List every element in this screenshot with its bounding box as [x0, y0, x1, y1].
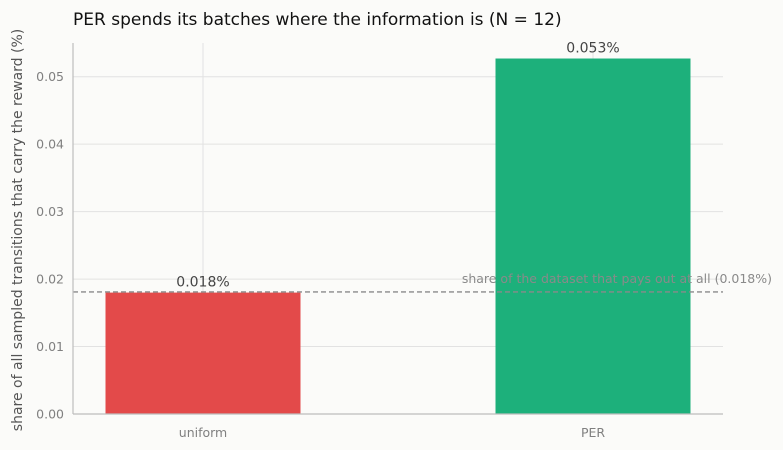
reference-line-label: share of the dataset that pays out at al… — [462, 271, 772, 286]
y-tick-labels: 0.00 0.01 0.02 0.03 0.04 0.05 — [36, 69, 64, 421]
y-tick-label: 0.04 — [36, 137, 64, 152]
y-tick-label: 0.03 — [36, 204, 64, 219]
y-tick-label: 0.02 — [36, 272, 64, 287]
data-label: 0.018% — [176, 275, 229, 291]
data-labels: 0.018% 0.053% — [176, 41, 619, 291]
x-tick-label: PER — [581, 425, 605, 440]
reference-line-group: share of the dataset that pays out at al… — [73, 271, 772, 293]
x-tick-labels: uniform PER — [179, 425, 606, 440]
data-label: 0.053% — [566, 41, 619, 57]
x-tick-label: uniform — [179, 425, 227, 440]
bar-uniform — [105, 292, 301, 414]
bar-per — [495, 58, 691, 414]
y-tick-label: 0.00 — [36, 407, 64, 422]
axes — [72, 43, 723, 415]
y-tick-label: 0.05 — [36, 69, 64, 84]
y-tick-label: 0.01 — [36, 339, 64, 354]
bar-series — [105, 58, 691, 414]
chart-title: PER spends its batches where the informa… — [73, 10, 562, 30]
y-axis-label: share of all sampled transitions that ca… — [10, 29, 26, 431]
